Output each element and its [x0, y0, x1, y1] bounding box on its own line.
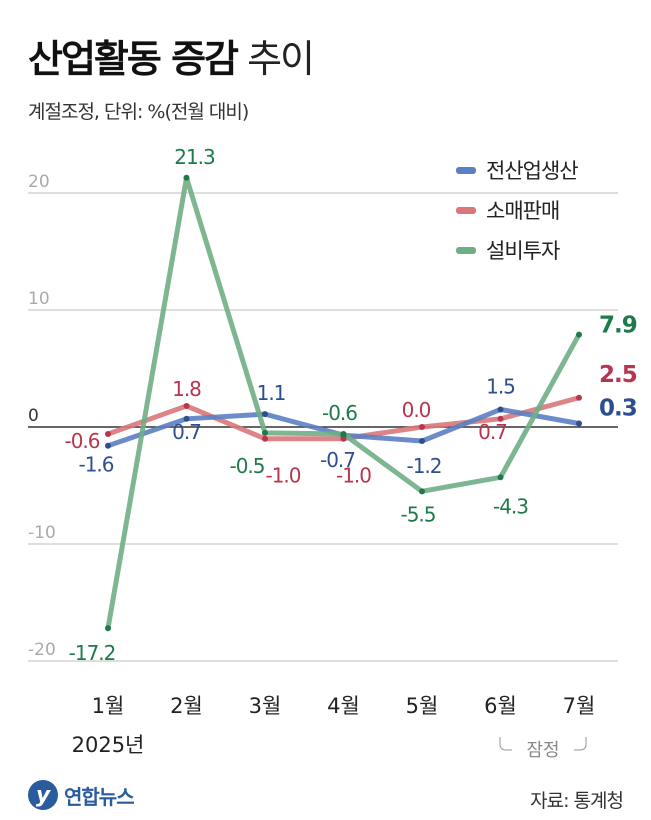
x-axis-year-caption: 2025년 [72, 733, 145, 757]
data-label-retail: -0.6 [64, 429, 99, 453]
x-tick-label: 3월 [249, 694, 282, 718]
data-point-retail [105, 431, 111, 438]
data-label-equipment: -17.2 [69, 641, 116, 665]
x-tick-label: 7월 [563, 694, 596, 718]
legend-label-retail: 소매판매 [486, 199, 560, 223]
data-label-industrial: 0.3 [599, 395, 637, 421]
y-tick-label: -20 [28, 640, 56, 660]
legend-item-equipment: 설비투자 [456, 230, 578, 270]
data-label-industrial: 0.7 [172, 420, 201, 444]
legend-item-retail: 소매판매 [456, 190, 578, 230]
data-point-equipment [419, 488, 425, 495]
data-point-equipment [105, 625, 111, 632]
y-tick-label: 0 [28, 406, 39, 426]
data-label-industrial: 1.1 [257, 381, 286, 405]
data-point-equipment [576, 331, 582, 338]
y-tick-label: -10 [28, 523, 56, 543]
data-label-equipment: -0.5 [229, 454, 264, 478]
data-point-equipment [262, 429, 268, 436]
legend-swatch-retail [456, 206, 476, 214]
data-point-retail [419, 424, 425, 430]
title-main: 산업활동 증감 [28, 37, 239, 81]
x-tick-label: 4월 [327, 694, 360, 718]
legend-label-equipment: 설비투자 [486, 239, 560, 263]
chart-legend: 전산업생산 소매판매 설비투자 [456, 150, 579, 270]
data-point-industrial [262, 411, 268, 418]
legend-swatch-equipment [456, 246, 476, 254]
data-point-retail [497, 415, 504, 422]
data-label-retail: -1.0 [336, 464, 371, 488]
data-point-retail [576, 394, 582, 401]
legend-label-industrial: 전산업생산 [486, 159, 579, 183]
data-label-equipment: -4.3 [493, 494, 528, 518]
legend-swatch-industrial [456, 166, 476, 174]
data-point-industrial [419, 438, 425, 445]
data-label-equipment: 21.3 [174, 145, 215, 169]
x-tick-label: 5월 [406, 694, 439, 718]
data-label-equipment: -0.6 [322, 401, 357, 425]
data-label-industrial: -1.2 [406, 454, 441, 478]
legend-item-industrial: 전산업생산 [456, 150, 579, 190]
data-point-equipment [497, 474, 504, 481]
x-tick-label: 6월 [484, 694, 517, 718]
title-suffix: 추이 [247, 37, 315, 81]
data-label-industrial: -1.6 [78, 453, 113, 477]
y-tick-label: 20 [28, 172, 50, 192]
x-tick-label: 2월 [170, 694, 203, 718]
data-point-retail [262, 435, 268, 442]
data-label-equipment: -5.5 [400, 502, 435, 526]
x-tick-label: 1월 [92, 694, 125, 718]
data-label-retail: -1.0 [265, 464, 300, 488]
data-point-industrial [497, 406, 504, 413]
y-tick-label: 10 [28, 289, 50, 309]
source-note: 자료: 통계청 [530, 790, 624, 812]
data-label-retail: 0.7 [478, 420, 507, 444]
data-label-equipment: 7.9 [599, 313, 637, 339]
preliminary-bracket-right [574, 737, 587, 751]
preliminary-note: 잠정 [526, 740, 559, 761]
data-point-industrial [576, 420, 582, 427]
data-label-retail: 0.0 [402, 398, 431, 422]
logo-icon: y [28, 780, 58, 810]
data-point-retail [340, 435, 347, 442]
data-label-retail: 1.8 [172, 377, 201, 401]
chart-title: 산업활동 증감 추이 [28, 28, 315, 83]
data-label-industrial: -0.7 [320, 448, 355, 472]
preliminary-bracket-left [499, 737, 512, 751]
data-point-equipment [340, 431, 347, 438]
publisher-logo: y 연합뉴스 [28, 780, 135, 810]
data-point-equipment [183, 174, 190, 181]
logo-text: 연합뉴스 [64, 784, 135, 809]
data-label-retail: 2.5 [599, 362, 637, 388]
data-point-industrial [183, 415, 190, 422]
chart-subtitle: 계절조정, 단위: %(전월 대비) [28, 101, 249, 123]
data-label-industrial: 1.5 [486, 374, 515, 398]
data-point-industrial [105, 442, 111, 449]
data-point-retail [183, 402, 190, 409]
